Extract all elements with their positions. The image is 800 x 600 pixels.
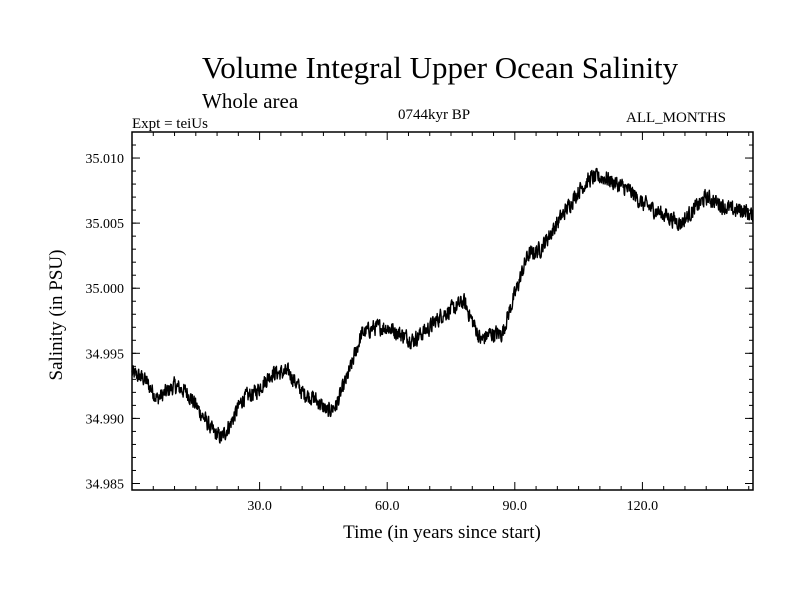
series-line (131, 167, 754, 444)
months-label: ALL_MONTHS (626, 110, 726, 126)
axis-layer: 34.985 34.990 34.995 35.000 35.005 35.010 30.0… (86, 131, 753, 514)
chart-subtitle: Whole area (202, 89, 299, 113)
y-tick-label: 34.995 (86, 347, 125, 362)
x-tick-label: 60.0 (375, 499, 400, 514)
y-tick-label: 35.000 (86, 282, 125, 297)
plot-frame (131, 131, 754, 491)
y-tick-label: 34.985 (86, 477, 125, 492)
period-label: 0744kyr BP (398, 107, 471, 123)
experiment-label: Expt = teiUs (132, 116, 208, 132)
x-tick-label: 30.0 (247, 499, 272, 514)
chart-title: Volume Integral Upper Ocean Salinity (201, 50, 679, 85)
y-axis-label: Salinity (in PSU) (46, 250, 67, 381)
y-tick-label: 34.990 (86, 412, 125, 427)
y-tick-label: 35.010 (86, 152, 125, 167)
x-tick-label: 120.0 (627, 499, 659, 514)
x-tick-label: 90.0 (503, 499, 528, 514)
series-layer (131, 167, 754, 444)
y-tick-label: 35.005 (86, 217, 125, 232)
x-axis-label: Time (in years since start) (343, 522, 541, 543)
